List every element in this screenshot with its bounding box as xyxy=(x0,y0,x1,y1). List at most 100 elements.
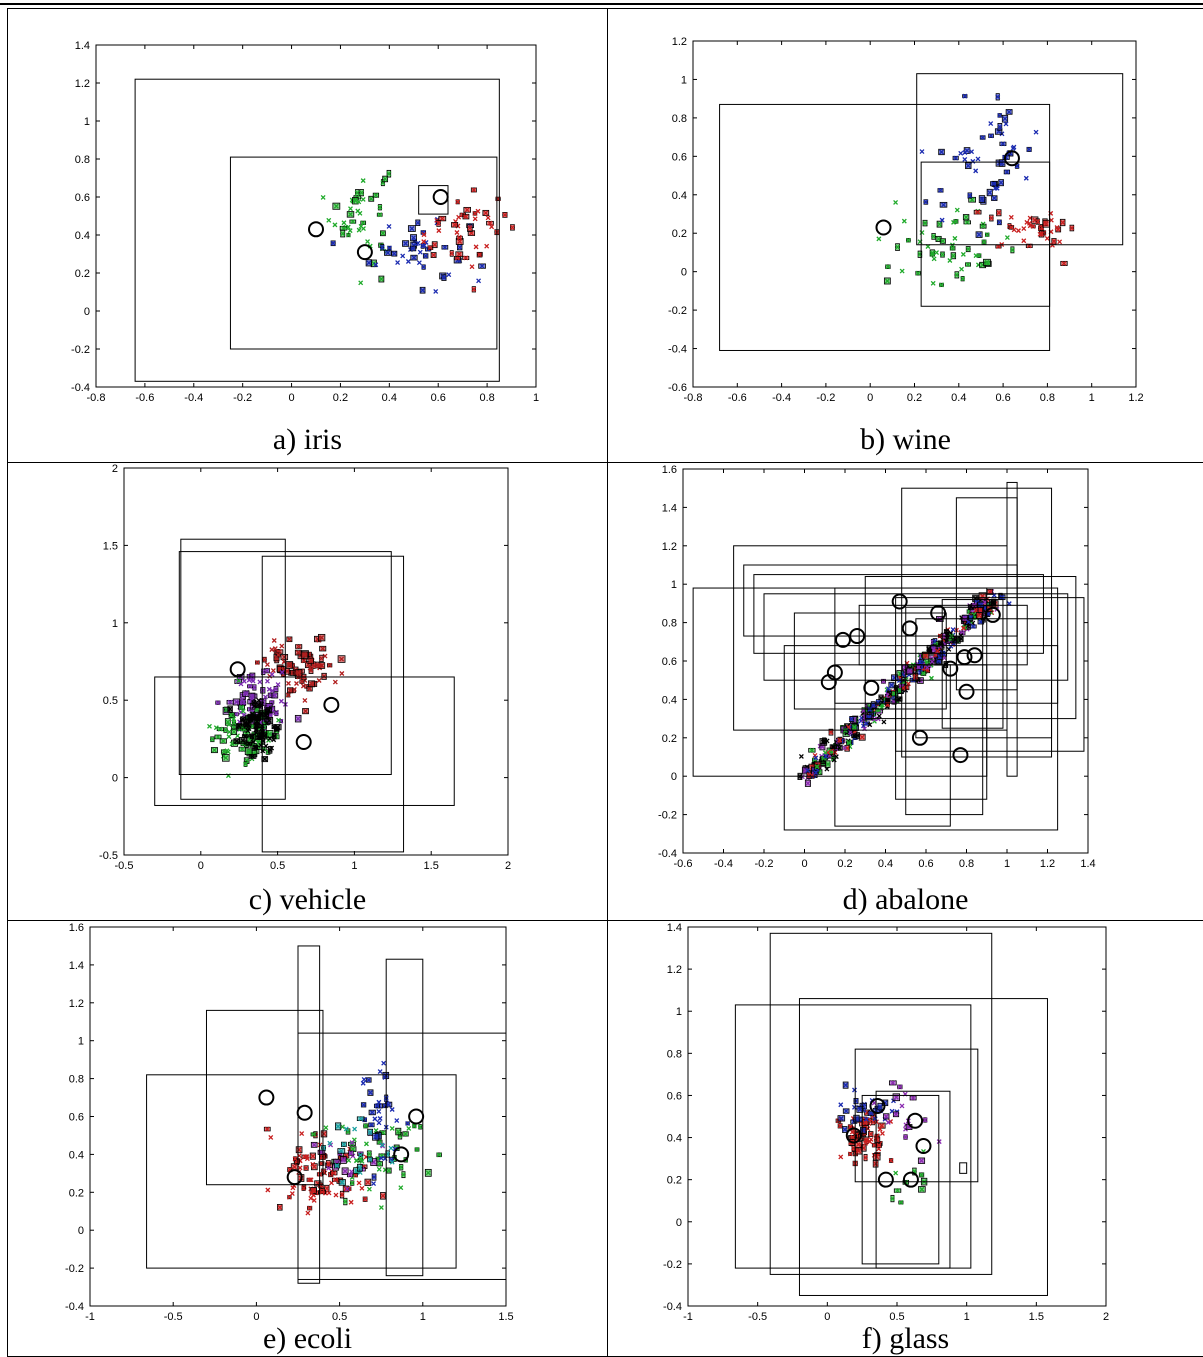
y-tick-label: 1.5 xyxy=(103,540,118,552)
data-point xyxy=(980,224,986,228)
y-tick-label: 1 xyxy=(676,1006,682,1018)
data-point xyxy=(418,250,422,254)
data-point xyxy=(910,1096,916,1100)
data-point xyxy=(906,238,910,242)
data-point xyxy=(450,251,454,257)
data-point xyxy=(987,189,992,195)
data-point xyxy=(322,673,327,679)
data-point xyxy=(976,157,980,161)
data-point xyxy=(437,229,441,233)
data-point xyxy=(894,1189,901,1193)
data-point xyxy=(989,215,993,221)
data-point xyxy=(843,1127,848,1133)
data-point xyxy=(317,678,321,682)
data-point xyxy=(236,724,241,729)
data-point xyxy=(960,267,964,271)
data-point xyxy=(389,1146,393,1150)
cluster-center xyxy=(879,1173,893,1187)
x-tick-label: -0.4 xyxy=(772,392,791,404)
data-point xyxy=(350,1181,354,1186)
y-tick-label: 0 xyxy=(681,267,687,279)
data-point xyxy=(334,1193,338,1197)
data-point xyxy=(472,287,476,292)
data-point xyxy=(895,697,902,701)
data-point xyxy=(286,693,290,697)
y-tick-label: 1.2 xyxy=(662,541,677,553)
y-tick-label: 0.8 xyxy=(75,154,90,166)
data-point xyxy=(864,1154,868,1160)
x-tick-label: -0.2 xyxy=(755,858,774,870)
x-tick-label: 0 xyxy=(253,1311,259,1322)
x-tick-label: 0.4 xyxy=(382,392,397,404)
data-point xyxy=(983,259,990,265)
data-point xyxy=(1024,176,1028,180)
y-tick-label: 0.2 xyxy=(69,1187,84,1199)
data-point xyxy=(281,654,288,659)
y-tick-label: 0.4 xyxy=(672,190,687,202)
data-point xyxy=(301,652,308,658)
data-point xyxy=(799,754,803,758)
data-point xyxy=(246,742,252,746)
data-point xyxy=(361,221,366,225)
x-tick-label: 0.4 xyxy=(951,392,966,404)
data-point xyxy=(996,94,1000,100)
data-point xyxy=(300,680,304,684)
data-point xyxy=(368,1157,373,1162)
data-point xyxy=(886,702,890,708)
data-point xyxy=(358,211,362,215)
cluster-box xyxy=(298,1033,506,1279)
data-point xyxy=(264,1127,270,1131)
cluster-box xyxy=(720,104,1050,350)
data-point xyxy=(974,210,981,214)
y-tick-label: 0.2 xyxy=(672,228,687,240)
data-point xyxy=(239,747,245,751)
data-point xyxy=(859,734,865,740)
data-point xyxy=(471,188,476,192)
cluster-center xyxy=(953,748,967,762)
cluster-center xyxy=(957,650,971,664)
y-tick-label: 1 xyxy=(78,1036,84,1048)
data-point xyxy=(271,669,275,673)
data-point xyxy=(311,1142,317,1147)
data-point xyxy=(923,220,927,226)
cluster-box xyxy=(960,1163,967,1174)
data-point xyxy=(366,260,372,266)
data-point xyxy=(392,251,397,256)
cluster-center xyxy=(297,735,311,749)
data-point xyxy=(318,1150,325,1154)
data-point xyxy=(269,1135,273,1139)
data-point xyxy=(854,1098,858,1103)
data-point xyxy=(319,655,323,661)
data-point xyxy=(401,254,405,258)
data-point xyxy=(265,679,269,683)
data-point xyxy=(366,240,370,244)
data-point xyxy=(966,262,971,266)
data-point xyxy=(1005,236,1009,240)
data-point xyxy=(1043,220,1050,227)
cluster-center xyxy=(358,245,372,259)
data-point xyxy=(951,628,955,632)
data-point xyxy=(883,1114,889,1119)
plot-area xyxy=(147,946,506,1283)
panel-caption: b) wine xyxy=(608,423,1203,457)
data-point xyxy=(279,699,283,703)
data-point xyxy=(287,688,292,693)
data-point xyxy=(340,1157,346,1164)
data-point xyxy=(410,235,416,241)
data-point xyxy=(338,656,345,663)
data-point xyxy=(938,188,943,192)
data-point xyxy=(464,207,471,212)
data-point xyxy=(826,761,830,768)
data-point xyxy=(377,1167,381,1171)
y-tick-label: -0.4 xyxy=(658,848,677,860)
data-point xyxy=(907,668,913,674)
data-point xyxy=(457,236,463,240)
x-tick-label: -0.5 xyxy=(164,1311,183,1322)
data-point xyxy=(296,1147,302,1153)
